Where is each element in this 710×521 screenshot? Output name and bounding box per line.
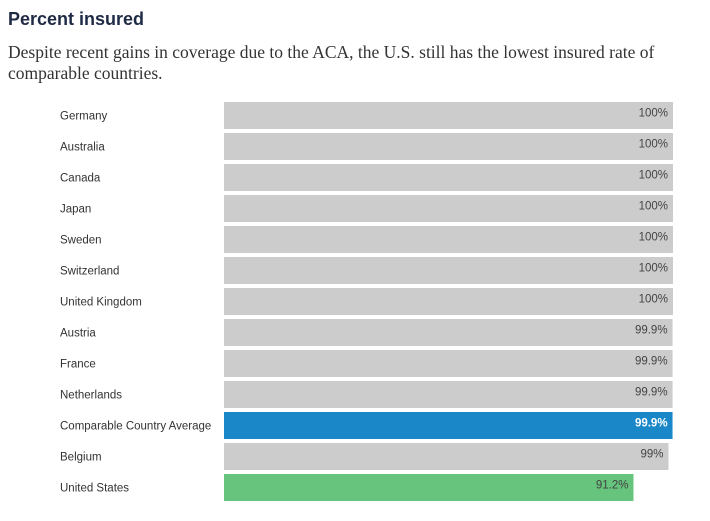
- category-label-canada: Canada: [60, 173, 101, 185]
- chart-subtitle: Despite recent gains in coverage due to …: [8, 42, 655, 83]
- bar-germany: [224, 102, 673, 129]
- bar-france: [224, 350, 673, 377]
- category-label-netherlands: Netherlands: [60, 390, 122, 402]
- bar-comparable-country-average: [224, 412, 673, 439]
- bar-united-states: [224, 474, 634, 501]
- category-label-sweden: Sweden: [60, 235, 102, 247]
- bar-austria: [224, 319, 673, 346]
- value-label-germany: 100%: [639, 108, 668, 120]
- chart-title: Percent insured: [8, 9, 145, 29]
- category-label-united-states: United States: [60, 483, 129, 495]
- value-label-netherlands: 99.9%: [635, 387, 668, 399]
- category-label-france: France: [60, 359, 96, 371]
- category-label-switzerland: Switzerland: [60, 266, 119, 278]
- value-label-comparable-country-average: 99.9%: [635, 418, 668, 430]
- value-label-united-kingdom: 100%: [639, 294, 668, 306]
- category-label-germany: Germany: [60, 111, 108, 123]
- bar-switzerland: [224, 257, 673, 284]
- category-label-comparable-country-average: Comparable Country Average: [60, 421, 211, 433]
- category-label-japan: Japan: [60, 204, 91, 216]
- bar-united-kingdom: [224, 288, 673, 315]
- bar-canada: [224, 164, 673, 191]
- bars-group: Germany 100% Australia 100% Canada 100% Japan 1…: [60, 102, 673, 501]
- value-label-belgium: 99%: [640, 449, 663, 461]
- value-label-australia: 100%: [639, 139, 668, 151]
- value-label-austria: 99.9%: [635, 325, 668, 337]
- bar-japan: [224, 195, 673, 222]
- category-label-belgium: Belgium: [60, 452, 102, 464]
- category-label-united-kingdom: United Kingdom: [60, 297, 142, 309]
- value-label-canada: 100%: [639, 170, 668, 182]
- value-label-france: 99.9%: [635, 356, 668, 368]
- value-label-switzerland: 100%: [639, 263, 668, 275]
- category-label-australia: Australia: [60, 142, 105, 154]
- bar-netherlands: [224, 381, 673, 408]
- bar-belgium: [224, 443, 669, 470]
- category-label-austria: Austria: [60, 328, 96, 340]
- bar-australia: [224, 133, 673, 160]
- value-label-united-states: 91.2%: [596, 480, 629, 492]
- value-label-sweden: 100%: [639, 232, 668, 244]
- bar-sweden: [224, 226, 673, 253]
- value-label-japan: 100%: [639, 201, 668, 213]
